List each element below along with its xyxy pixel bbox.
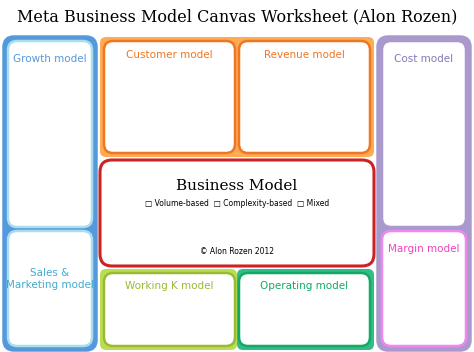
FancyBboxPatch shape bbox=[239, 273, 370, 346]
FancyBboxPatch shape bbox=[237, 269, 374, 350]
FancyBboxPatch shape bbox=[100, 37, 374, 157]
Text: Margin model: Margin model bbox=[388, 244, 460, 254]
Text: Operating model: Operating model bbox=[260, 281, 348, 291]
FancyBboxPatch shape bbox=[382, 231, 466, 346]
FancyBboxPatch shape bbox=[100, 269, 237, 350]
Text: Meta Business Model Canvas Worksheet (Alon Rozen): Meta Business Model Canvas Worksheet (Al… bbox=[17, 8, 457, 25]
Text: □ Volume-based  □ Complexity-based  □ Mixed: □ Volume-based □ Complexity-based □ Mixe… bbox=[145, 200, 329, 208]
FancyBboxPatch shape bbox=[382, 41, 466, 227]
FancyBboxPatch shape bbox=[378, 37, 470, 350]
Text: Growth model: Growth model bbox=[13, 54, 87, 64]
Text: Customer model: Customer model bbox=[126, 50, 213, 60]
FancyBboxPatch shape bbox=[100, 160, 374, 266]
Text: Working K model: Working K model bbox=[125, 281, 214, 291]
FancyBboxPatch shape bbox=[8, 231, 92, 346]
FancyBboxPatch shape bbox=[8, 41, 92, 227]
Text: Cost model: Cost model bbox=[394, 54, 454, 64]
Text: Sales &
Marketing model: Sales & Marketing model bbox=[6, 269, 94, 290]
FancyBboxPatch shape bbox=[104, 273, 235, 346]
FancyBboxPatch shape bbox=[104, 41, 235, 153]
FancyBboxPatch shape bbox=[4, 37, 96, 350]
FancyBboxPatch shape bbox=[239, 41, 370, 153]
Text: Business Model: Business Model bbox=[176, 179, 298, 193]
Text: Revenue model: Revenue model bbox=[264, 50, 345, 60]
Text: © Alon Rozen 2012: © Alon Rozen 2012 bbox=[200, 247, 274, 257]
